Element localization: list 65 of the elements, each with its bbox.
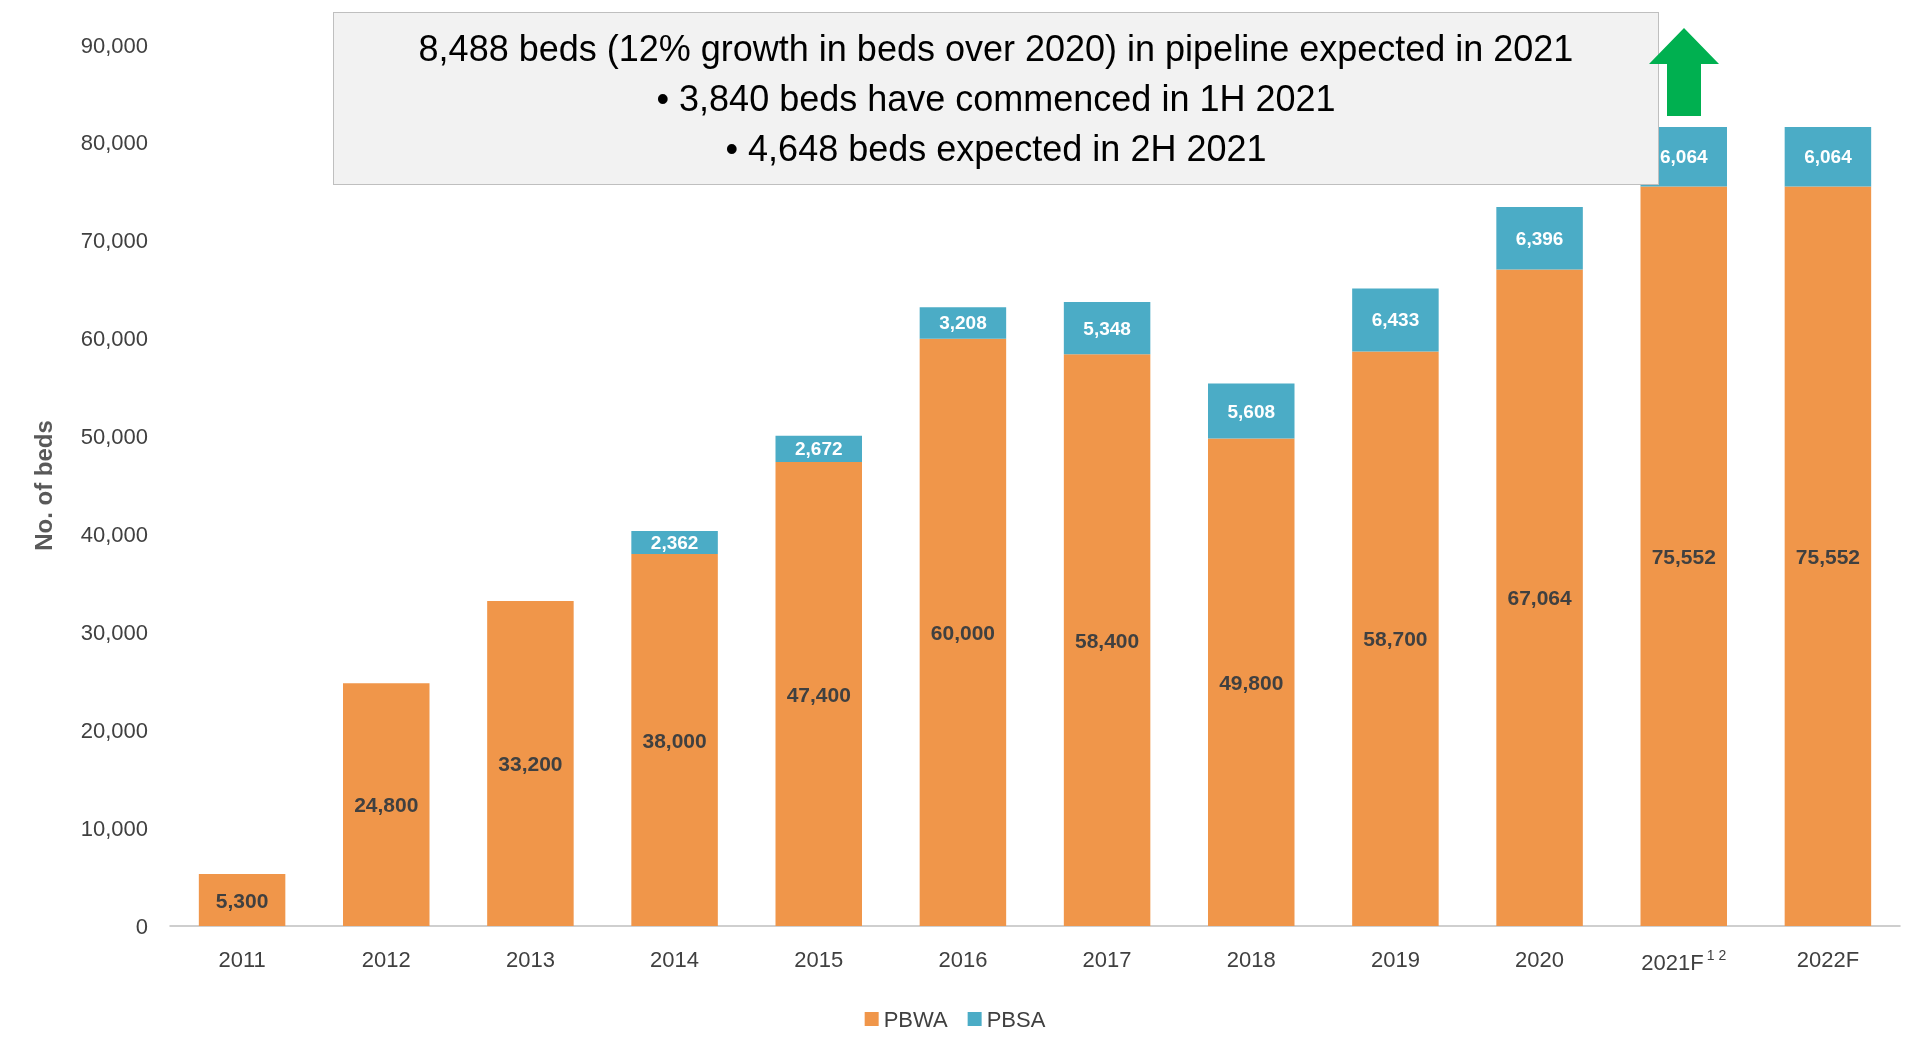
bar — [1496, 269, 1583, 926]
y-tick-label: 10,000 — [80, 815, 148, 841]
x-tick-label: 2015 — [794, 946, 844, 972]
bar — [343, 683, 430, 926]
data-label: 2,362 — [650, 531, 699, 553]
data-label: 67,064 — [1507, 586, 1573, 610]
data-label: 6,064 — [1804, 146, 1853, 168]
data-label: 6,433 — [1371, 309, 1420, 331]
bar — [1640, 186, 1727, 926]
legend-label: PBWA — [883, 1006, 948, 1032]
bar — [919, 338, 1007, 926]
bar — [487, 601, 574, 926]
bar — [1208, 438, 1295, 926]
bar — [1208, 383, 1295, 439]
x-tick-label: 2018 — [1226, 946, 1276, 972]
data-label: 5,300 — [215, 888, 269, 912]
y-tick-label: 90,000 — [80, 32, 148, 58]
x-tick-label: 2019 — [1370, 946, 1420, 972]
data-label: 47,400 — [786, 682, 851, 706]
data-label: 33,200 — [498, 752, 563, 775]
x-tick-label: 2013 — [505, 946, 555, 972]
data-label: 24,800 — [354, 793, 419, 817]
data-label: 75,552 — [1795, 544, 1861, 568]
data-label: 58,700 — [1363, 627, 1428, 651]
data-label: 5,608 — [1227, 400, 1276, 422]
x-tick-label: 2012 — [361, 946, 411, 972]
y-tick-label: 80,000 — [80, 130, 148, 156]
data-label: 2,672 — [794, 438, 843, 460]
x-tick-label: 2022F — [1796, 946, 1860, 972]
y-tick-label: 40,000 — [80, 521, 148, 547]
annotation: • 4,648 beds expected in 2H 2021 — [725, 126, 1267, 171]
y-tick-label: 0 — [135, 913, 148, 939]
x-tick-label: 2020 — [1515, 946, 1565, 972]
bar — [1063, 354, 1151, 926]
bar — [1352, 288, 1439, 352]
data-label: 58,400 — [1074, 628, 1140, 652]
x-tick-label: 2016 — [938, 946, 988, 972]
legend-label: PBSA — [986, 1006, 1046, 1032]
data-label: 38,000 — [642, 728, 707, 752]
data-label: 60,000 — [930, 620, 996, 644]
y-tick-label: 30,000 — [80, 619, 148, 645]
bar — [1063, 301, 1151, 355]
data-label: 6,064 — [1659, 146, 1708, 168]
y-tick-label: 20,000 — [80, 717, 148, 743]
x-tick-label: 2017 — [1082, 946, 1132, 972]
bar — [775, 462, 862, 926]
bar — [1496, 206, 1583, 270]
bar — [1784, 127, 1872, 187]
annotation: 8,488 beds (12% growth in beds over 2020) in pipeline expected in 2021 — [418, 26, 1574, 71]
y-tick-label: 50,000 — [80, 424, 148, 450]
data-label: 49,800 — [1219, 670, 1284, 694]
data-label: 6,396 — [1515, 227, 1564, 249]
y-tick-label: 60,000 — [80, 326, 148, 352]
note-box: 8,488 beds (12% growth in beds over 2020) in pipeline expected in 2021 • 3,840 beds have commenced in 1H 2021 • 4,648 beds expected in 2H 2021 — [333, 12, 1659, 185]
bar — [1352, 351, 1439, 926]
annotation: • 3,840 beds have commenced in 1H 2021 — [656, 76, 1336, 121]
y-tick-label: 70,000 — [80, 228, 148, 254]
data-label: 75,552 — [1651, 544, 1716, 568]
bar — [1784, 186, 1872, 926]
x-tick-label: 2011 — [218, 946, 266, 972]
data-label: 3,208 — [939, 312, 987, 334]
y-axis-title: No. of beds — [29, 420, 57, 551]
data-label: 5,348 — [1083, 317, 1131, 339]
bar — [631, 554, 718, 926]
x-tick-label: 2014 — [650, 946, 700, 972]
